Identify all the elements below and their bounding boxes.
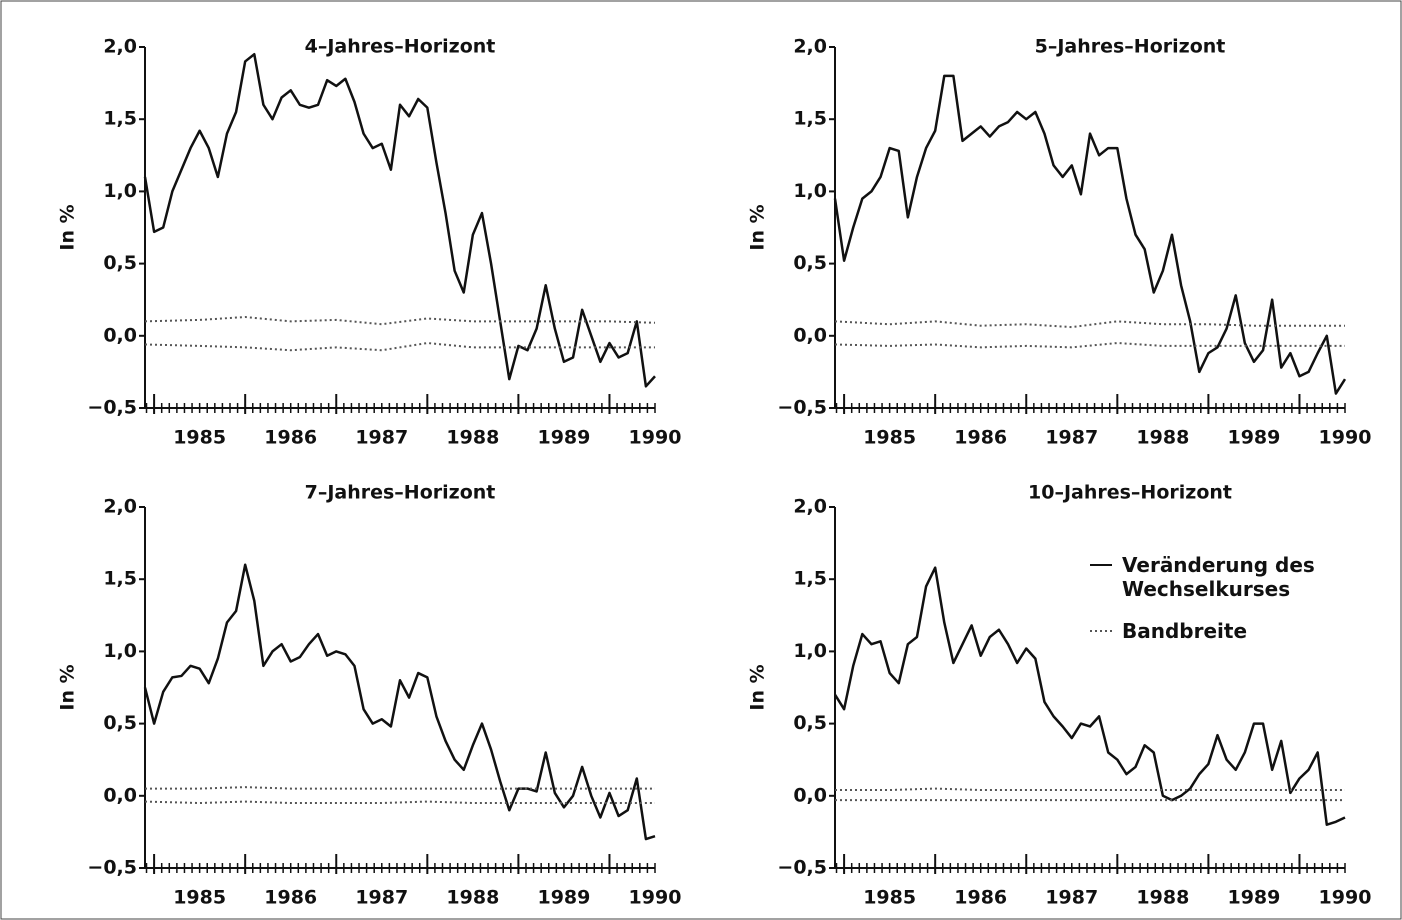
y-tick-label: 0,5 xyxy=(103,252,137,274)
y-tick-label: −0,5 xyxy=(777,397,827,419)
y-tick-label: 1,5 xyxy=(103,108,137,130)
x-tick-label: 1988 xyxy=(446,887,499,909)
y-tick-label: 0,0 xyxy=(793,324,827,346)
band-upper xyxy=(145,786,655,790)
y-tick-label: 1,0 xyxy=(793,640,827,662)
y-tick-label: 2,0 xyxy=(103,36,137,58)
y-tick-label: 1,5 xyxy=(103,568,137,590)
y-tick-label: 0,5 xyxy=(103,712,137,734)
band-lower xyxy=(834,342,1345,349)
exchange-line xyxy=(143,52,656,388)
chart-title: 5–Jahres–Horizont xyxy=(1035,36,1226,58)
x-tick-label: 1987 xyxy=(355,887,408,909)
y-tick-label: 0,0 xyxy=(103,784,137,806)
y-axis-label: In % xyxy=(747,204,769,250)
x-tick-label: 1986 xyxy=(954,427,1007,449)
band-lower xyxy=(144,800,655,805)
x-tick-label: 1987 xyxy=(1045,887,1098,909)
x-tick-label: 1985 xyxy=(173,887,226,909)
exchange-line xyxy=(143,563,656,841)
x-tick-label: 1990 xyxy=(1319,887,1372,909)
x-tick-label: 1989 xyxy=(537,427,590,449)
band-upper xyxy=(835,787,1345,792)
y-tick-label: 1,5 xyxy=(793,568,827,590)
band-lower xyxy=(144,342,655,352)
chart-title: 10–Jahres–Horizont xyxy=(1028,482,1232,504)
y-tick-label: 1,0 xyxy=(103,640,137,662)
y-tick-label: −0,5 xyxy=(777,857,827,879)
y-tick-label: 0,5 xyxy=(793,252,827,274)
y-axis-label: In % xyxy=(57,664,79,710)
x-tick-label: 1985 xyxy=(863,427,916,449)
exchange-line xyxy=(833,566,1346,826)
y-tick-label: 1,0 xyxy=(793,180,827,202)
y-axis-label: In % xyxy=(57,204,79,250)
band-upper xyxy=(144,316,656,326)
x-tick-label: 1989 xyxy=(537,887,590,909)
x-tick-label: 1988 xyxy=(446,427,499,449)
y-tick-label: 1,0 xyxy=(103,180,137,202)
x-tick-label: 1986 xyxy=(264,887,317,909)
y-tick-label: −0,5 xyxy=(87,397,137,419)
x-tick-label: 1987 xyxy=(355,427,408,449)
x-tick-label: 1987 xyxy=(1045,427,1098,449)
x-tick-label: 1985 xyxy=(173,427,226,449)
x-tick-label: 1989 xyxy=(1227,427,1280,449)
x-tick-label: 1989 xyxy=(1227,887,1280,909)
x-tick-label: 1988 xyxy=(1136,887,1189,909)
y-tick-label: 0,0 xyxy=(793,784,827,806)
legend-label: Veränderung des Wechselkurses xyxy=(1122,553,1315,601)
y-tick-label: 2,0 xyxy=(793,36,827,58)
x-tick-label: 1986 xyxy=(264,427,317,449)
exchange-line xyxy=(833,74,1347,395)
y-tick-label: 0,0 xyxy=(103,324,137,346)
y-axis-label: In % xyxy=(747,664,769,710)
x-tick-label: 1985 xyxy=(863,887,916,909)
band-upper xyxy=(834,320,1345,329)
y-tick-label: 0,5 xyxy=(793,712,827,734)
x-tick-label: 1990 xyxy=(629,427,682,449)
x-tick-label: 1990 xyxy=(1319,427,1372,449)
y-tick-label: −0,5 xyxy=(87,857,137,879)
y-tick-label: 2,0 xyxy=(103,496,137,518)
chart-title: 4–Jahres–Horizont xyxy=(305,36,496,58)
y-tick-label: 2,0 xyxy=(793,496,827,518)
x-tick-label: 1986 xyxy=(954,887,1007,909)
y-tick-label: 1,5 xyxy=(793,108,827,130)
legend-label: Bandbreite xyxy=(1122,619,1248,643)
x-tick-label: 1990 xyxy=(629,887,682,909)
x-tick-label: 1988 xyxy=(1136,427,1189,449)
chart-title: 7–Jahres–Horizont xyxy=(305,482,496,504)
